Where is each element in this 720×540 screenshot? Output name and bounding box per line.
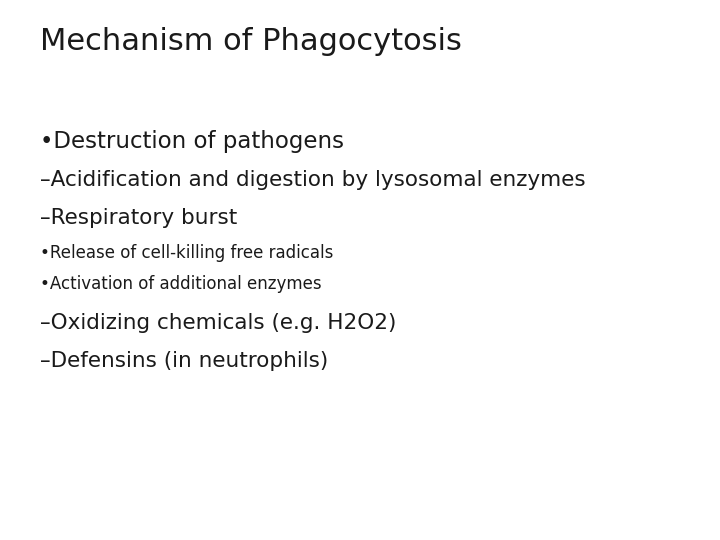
Text: •Activation of additional enzymes: •Activation of additional enzymes: [40, 275, 321, 293]
Text: •Destruction of pathogens: •Destruction of pathogens: [40, 130, 343, 153]
Text: –Oxidizing chemicals (e.g. H2O2): –Oxidizing chemicals (e.g. H2O2): [40, 313, 396, 333]
Text: –Acidification and digestion by lysosomal enzymes: –Acidification and digestion by lysosoma…: [40, 170, 585, 190]
Text: –Respiratory burst: –Respiratory burst: [40, 208, 237, 228]
Text: –Defensins (in neutrophils): –Defensins (in neutrophils): [40, 351, 328, 371]
Text: Mechanism of Phagocytosis: Mechanism of Phagocytosis: [40, 27, 462, 56]
Text: •Release of cell-killing free radicals: •Release of cell-killing free radicals: [40, 244, 333, 262]
